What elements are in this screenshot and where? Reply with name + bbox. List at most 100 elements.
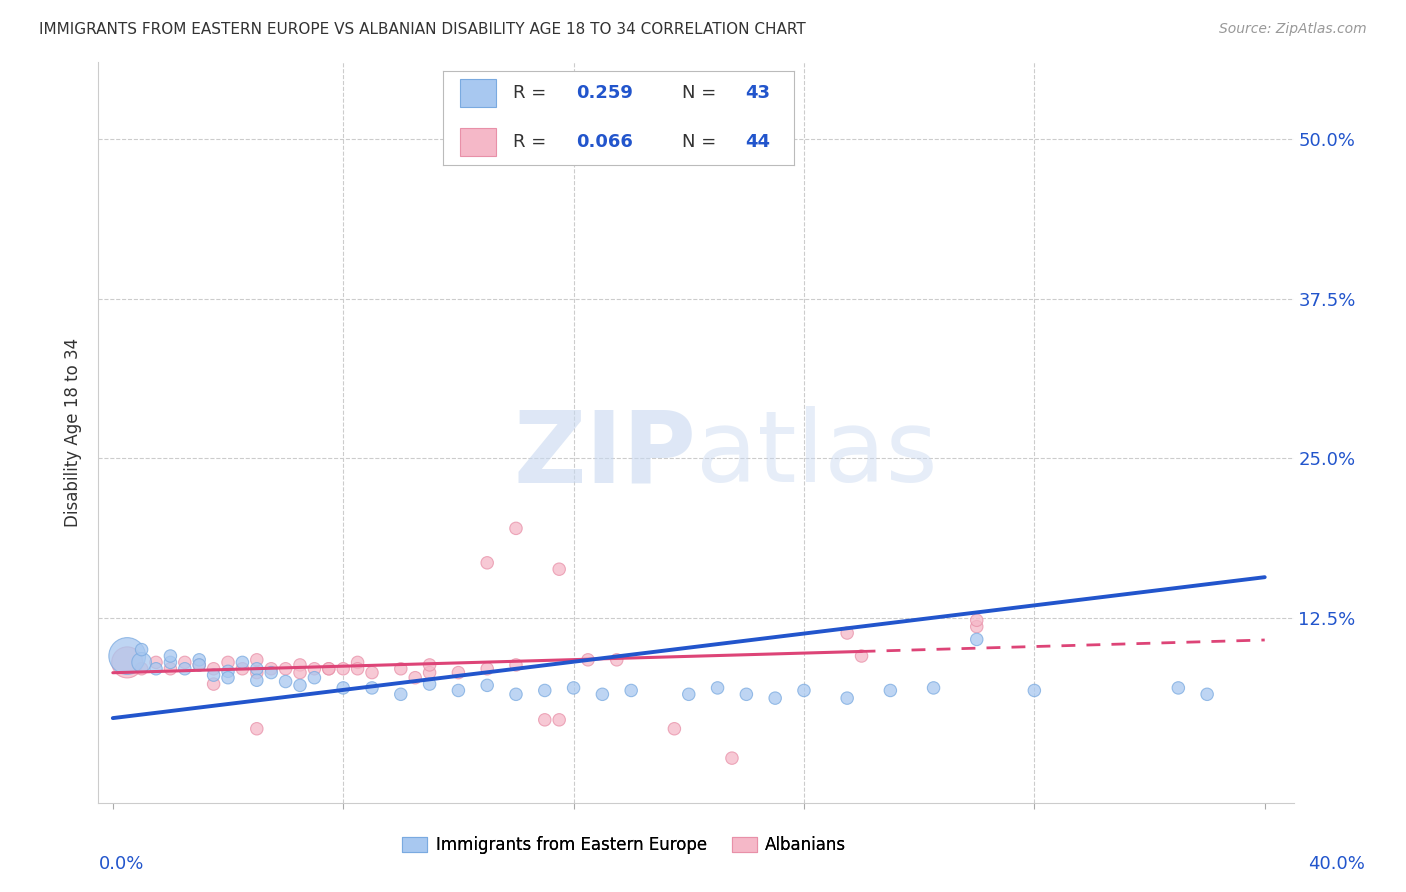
Point <box>389 662 412 676</box>
Point <box>274 662 297 676</box>
Text: 0.0%: 0.0% <box>98 855 143 872</box>
Point <box>288 657 311 672</box>
Point <box>202 668 225 682</box>
Point <box>477 678 499 692</box>
Point <box>548 562 571 576</box>
Text: ZIP: ZIP <box>513 407 696 503</box>
Point <box>159 648 181 663</box>
Point <box>145 656 167 670</box>
Y-axis label: Disability Age 18 to 34: Disability Age 18 to 34 <box>65 338 83 527</box>
Point <box>505 687 527 701</box>
Text: atlas: atlas <box>696 407 938 503</box>
Point <box>188 653 211 667</box>
Point <box>879 683 901 698</box>
Point <box>389 687 412 701</box>
Point <box>606 653 628 667</box>
Point <box>260 665 283 680</box>
Text: N =: N = <box>682 84 721 102</box>
Point <box>202 662 225 676</box>
Point <box>188 657 211 672</box>
Point <box>620 683 643 698</box>
Text: N =: N = <box>682 133 721 151</box>
Point <box>477 662 499 676</box>
Point <box>576 653 599 667</box>
Point <box>966 613 988 627</box>
Bar <box>461 78 495 107</box>
Point <box>966 620 988 634</box>
Text: R =: R = <box>513 84 553 102</box>
Point <box>837 626 859 640</box>
Point <box>1197 687 1219 701</box>
Point <box>1024 683 1046 698</box>
Point <box>361 681 384 695</box>
Point <box>793 683 815 698</box>
Point <box>678 687 700 701</box>
Point <box>361 665 384 680</box>
Point <box>246 662 269 676</box>
Point <box>505 657 527 672</box>
Point <box>231 656 253 670</box>
Point <box>562 681 585 695</box>
Point <box>231 662 253 676</box>
Point <box>346 656 368 670</box>
Point <box>533 713 555 727</box>
Point <box>288 665 311 680</box>
Point <box>217 656 239 670</box>
Text: 0.259: 0.259 <box>576 84 633 102</box>
Point <box>274 674 297 689</box>
Point <box>304 671 326 685</box>
Point <box>131 642 153 657</box>
Point <box>419 657 441 672</box>
Point <box>419 665 441 680</box>
Text: 40.0%: 40.0% <box>1309 855 1365 872</box>
Point <box>115 648 138 663</box>
Text: 0.066: 0.066 <box>576 133 633 151</box>
Point <box>1167 681 1189 695</box>
Point <box>419 677 441 691</box>
Bar <box>461 128 495 156</box>
Point <box>131 656 153 670</box>
Point <box>346 662 368 676</box>
Text: 43: 43 <box>745 84 770 102</box>
Legend: Immigrants from Eastern Europe, Albanians: Immigrants from Eastern Europe, Albanian… <box>395 830 853 861</box>
Point <box>288 678 311 692</box>
Point <box>332 662 354 676</box>
Point <box>246 722 269 736</box>
Text: 44: 44 <box>745 133 770 151</box>
Point <box>304 662 326 676</box>
Point <box>159 662 181 676</box>
Point <box>260 662 283 676</box>
Point <box>318 662 340 676</box>
Point <box>735 687 758 701</box>
Point <box>447 683 470 698</box>
Point <box>332 681 354 695</box>
Point <box>505 521 527 535</box>
Point <box>664 722 686 736</box>
Point <box>404 671 426 685</box>
Point <box>131 662 153 676</box>
Point <box>173 656 195 670</box>
Point <box>246 673 269 688</box>
Point <box>318 662 340 676</box>
Text: Source: ZipAtlas.com: Source: ZipAtlas.com <box>1219 22 1367 37</box>
Point <box>721 751 744 765</box>
Point <box>217 665 239 679</box>
Point <box>188 657 211 672</box>
Point <box>173 662 195 676</box>
Point <box>246 665 269 680</box>
Point <box>159 656 181 670</box>
Point <box>851 648 873 663</box>
Text: R =: R = <box>513 133 553 151</box>
Point <box>217 671 239 685</box>
Point <box>533 683 555 698</box>
Point <box>966 632 988 647</box>
Point <box>202 677 225 691</box>
Point <box>115 656 138 670</box>
Text: IMMIGRANTS FROM EASTERN EUROPE VS ALBANIAN DISABILITY AGE 18 TO 34 CORRELATION C: IMMIGRANTS FROM EASTERN EUROPE VS ALBANI… <box>39 22 806 37</box>
Point <box>477 556 499 570</box>
Point <box>837 691 859 706</box>
Point <box>591 687 613 701</box>
Point <box>145 662 167 676</box>
Point <box>706 681 728 695</box>
Point <box>922 681 945 695</box>
